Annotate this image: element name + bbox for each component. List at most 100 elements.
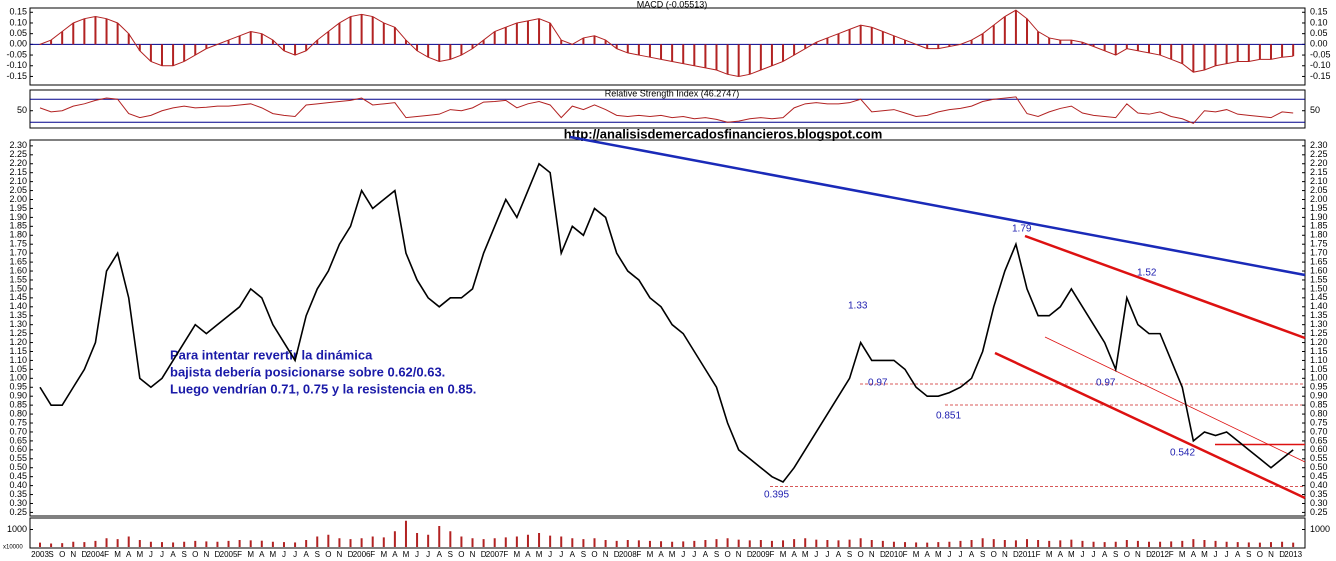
x-tick-label: D — [614, 550, 620, 559]
bar — [393, 27, 396, 45]
y-tick-label: 0.50 — [1310, 462, 1328, 472]
x-tick-label: J — [958, 550, 962, 559]
bar — [360, 538, 363, 547]
bar — [704, 540, 707, 547]
x-tick-label: M — [1046, 550, 1053, 559]
x-tick-label: 2007 — [486, 550, 504, 559]
bar — [782, 540, 785, 547]
bar — [138, 540, 141, 547]
bar — [926, 44, 929, 49]
y-tick-label: 0.70 — [9, 426, 27, 436]
x-tick-label: M — [1068, 550, 1075, 559]
bar — [1125, 44, 1128, 49]
x-tick-label: N — [736, 550, 742, 559]
bar — [970, 540, 973, 547]
channel-mid — [1044, 336, 1306, 463]
bar — [671, 541, 674, 547]
y-tick-label: 0.00 — [9, 39, 27, 49]
bar — [404, 520, 407, 547]
bar — [94, 16, 97, 45]
x-tick-label: O — [458, 550, 464, 559]
bar — [582, 539, 585, 547]
bar — [538, 18, 541, 45]
bar — [1192, 44, 1195, 73]
x-tick-label: J — [692, 550, 696, 559]
y-tick-label: 1.60 — [1310, 265, 1328, 275]
bar — [737, 539, 740, 547]
x-tick-label: O — [1257, 550, 1263, 559]
y-tick-label: 0.30 — [9, 498, 27, 508]
x-tick-label: M — [647, 550, 654, 559]
bar — [815, 42, 818, 45]
bar — [826, 37, 829, 45]
y-tick-label: 1.95 — [1310, 203, 1328, 213]
bar — [260, 540, 263, 547]
bar — [782, 44, 785, 62]
bar — [1059, 40, 1062, 45]
y-tick-label: 2.00 — [9, 194, 27, 204]
x-tick-label: O — [724, 550, 730, 559]
macd-title: MACD (-0.05513) — [637, 0, 708, 9]
bar — [726, 44, 729, 75]
bar — [371, 16, 374, 45]
bar — [726, 538, 729, 547]
x-tick-label: J — [426, 550, 430, 559]
x-tick-label: N — [337, 550, 343, 559]
bar — [1037, 31, 1040, 45]
bar — [1181, 44, 1184, 64]
bar — [205, 541, 208, 547]
bar — [571, 538, 574, 547]
x-tick-label: J — [548, 550, 552, 559]
x-tick-label: O — [325, 550, 331, 559]
bar — [460, 536, 463, 547]
bar — [1014, 540, 1017, 547]
volume-unit: x10000 — [3, 545, 23, 551]
x-tick-label: 2003 — [31, 550, 49, 559]
x-tick-label: M — [913, 550, 920, 559]
x-tick-label: N — [470, 550, 476, 559]
y-tick-label: 1.35 — [9, 310, 27, 320]
y-tick-label: 0.90 — [9, 391, 27, 401]
x-tick-label: S — [1246, 550, 1251, 559]
y-tick-label: 0.60 — [1310, 444, 1328, 454]
bar — [926, 542, 929, 547]
x-tick-label: D — [1013, 550, 1019, 559]
bar — [1148, 541, 1150, 547]
y-tick-label: 1.90 — [1310, 212, 1328, 222]
bar — [848, 539, 851, 547]
bar — [1136, 44, 1139, 51]
y-tick-label: 0.25 — [9, 507, 27, 517]
bar — [948, 44, 951, 47]
bar — [759, 44, 762, 71]
bar — [83, 542, 86, 547]
y-tick-label: 1.15 — [9, 346, 27, 356]
bar — [682, 541, 685, 547]
bar — [904, 40, 907, 45]
bar — [1236, 44, 1239, 62]
x-tick-label: O — [858, 550, 864, 559]
bar — [737, 44, 740, 77]
bar — [1148, 44, 1150, 53]
bar — [83, 18, 86, 45]
bar — [892, 35, 895, 45]
x-tick-label: J — [814, 550, 818, 559]
bar — [1092, 541, 1095, 547]
bar — [72, 541, 75, 547]
x-tick-label: S — [847, 550, 852, 559]
bar — [282, 542, 285, 547]
y-tick-label: 0.10 — [1310, 17, 1328, 27]
y-tick-label: 0.85 — [9, 400, 27, 410]
y-tick-label: 0.85 — [1310, 400, 1328, 410]
bar — [981, 538, 984, 547]
y-tick-label: 1.80 — [1310, 230, 1328, 240]
bar — [604, 40, 607, 45]
x-tick-label: J — [1225, 550, 1229, 559]
bar — [382, 537, 385, 547]
x-tick-label: N — [1268, 550, 1274, 559]
bar — [493, 538, 496, 547]
y-tick-label: 1.60 — [9, 265, 27, 275]
y-tick-label: -0.15 — [6, 71, 27, 81]
x-tick-label: A — [836, 550, 842, 559]
annotation: 0.97 — [1096, 378, 1116, 389]
bar — [1170, 541, 1173, 547]
